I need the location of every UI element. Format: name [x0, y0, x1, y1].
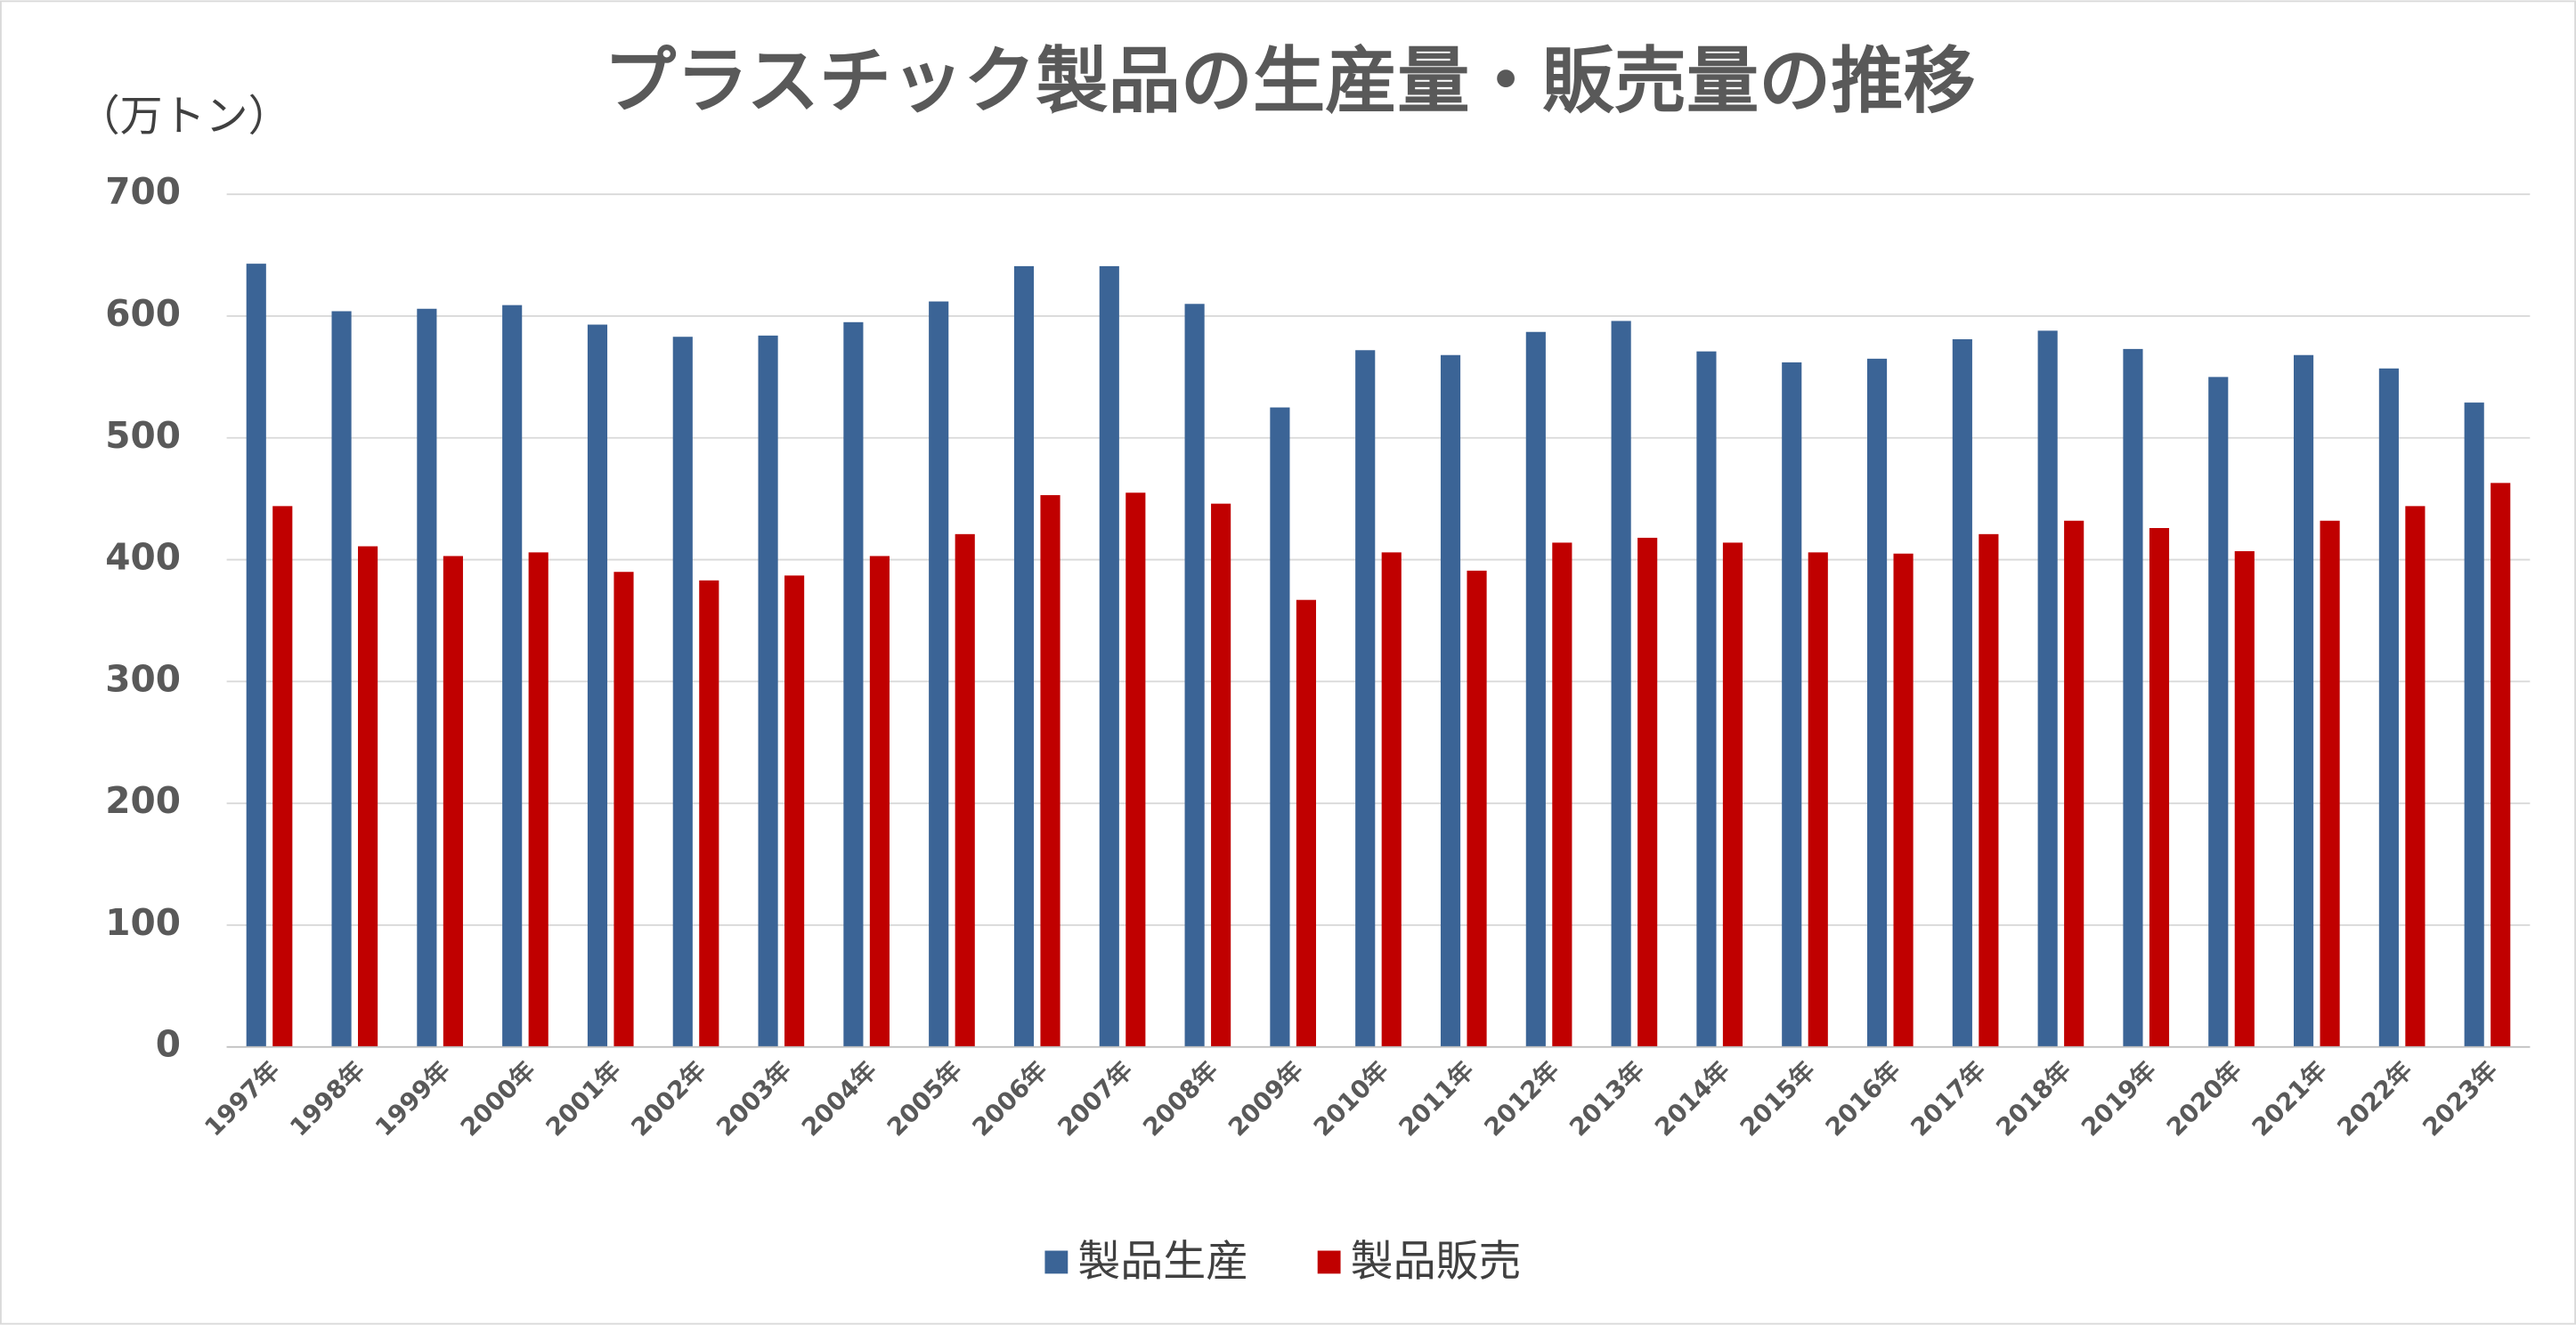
bar	[2320, 520, 2340, 1047]
bar	[1979, 533, 1999, 1047]
bar	[2491, 483, 2511, 1047]
legend-label: 製品生産	[1077, 1236, 1248, 1286]
bar	[1893, 553, 1914, 1047]
bar	[502, 305, 523, 1047]
bar	[417, 308, 437, 1047]
bar	[2123, 348, 2143, 1047]
bar	[1467, 570, 1487, 1047]
bar	[1696, 351, 1717, 1047]
bar	[1611, 321, 1631, 1047]
bar	[1525, 331, 1546, 1047]
bar	[758, 335, 778, 1047]
bar	[1211, 503, 1231, 1047]
y-tick-label: 200	[105, 779, 181, 822]
y-tick-label: 500	[105, 414, 181, 457]
bar	[614, 572, 634, 1047]
y-tick-label: 400	[105, 536, 181, 579]
bar	[2037, 330, 2058, 1047]
bar	[1296, 599, 1317, 1047]
bar	[1782, 362, 1802, 1047]
bar	[2064, 520, 2084, 1047]
bar	[843, 321, 864, 1047]
y-tick-label: 700	[105, 170, 181, 213]
bar	[1040, 495, 1060, 1047]
bar	[1866, 358, 1888, 1047]
bar	[699, 580, 719, 1047]
y-axis-label: （万トン）	[77, 91, 291, 141]
bar	[1013, 265, 1035, 1047]
y-tick-label: 600	[105, 292, 181, 335]
bar	[869, 556, 890, 1047]
bar	[443, 556, 463, 1047]
bar	[1099, 265, 1119, 1047]
bar	[1184, 304, 1205, 1047]
bar	[358, 546, 378, 1047]
bar	[1125, 492, 1146, 1047]
bar	[2234, 550, 2255, 1047]
bar	[2378, 368, 2399, 1047]
bar	[1355, 350, 1376, 1047]
bar	[929, 301, 949, 1047]
bar	[331, 311, 352, 1047]
bar	[1808, 552, 1828, 1047]
bar	[2149, 527, 2170, 1047]
bar	[1270, 407, 1290, 1047]
bar	[587, 324, 608, 1047]
bar	[246, 264, 266, 1047]
bar	[2464, 402, 2484, 1047]
y-tick-label: 0	[156, 1023, 181, 1066]
legend-swatch	[1317, 1250, 1341, 1274]
y-tick-label: 100	[105, 901, 181, 944]
bar	[1381, 552, 1402, 1047]
bar	[672, 337, 693, 1047]
bar	[272, 506, 293, 1047]
chart-title: プラスチック製品の生産量・販売量の推移	[604, 40, 1976, 124]
y-tick-label: 300	[105, 657, 181, 700]
bar	[2208, 377, 2229, 1047]
bar	[528, 552, 549, 1047]
bar	[1637, 537, 1658, 1047]
bar	[955, 533, 975, 1047]
bar	[1552, 542, 1572, 1047]
bar	[1440, 354, 1461, 1047]
bar	[1952, 338, 1972, 1047]
bar	[1722, 542, 1743, 1047]
legend-label: 製品販売	[1351, 1236, 1522, 1286]
bar	[784, 575, 805, 1047]
bar	[2405, 506, 2426, 1047]
legend-swatch	[1044, 1250, 1069, 1274]
bar	[2293, 354, 2314, 1047]
